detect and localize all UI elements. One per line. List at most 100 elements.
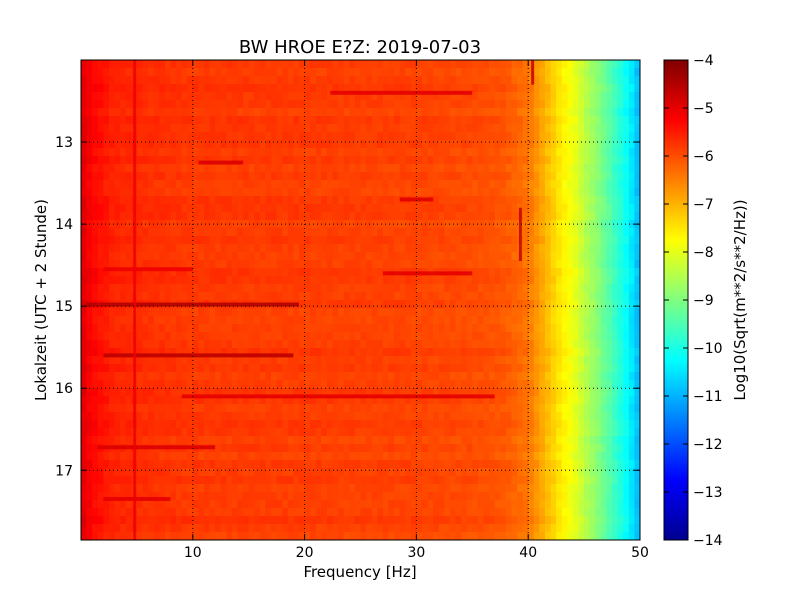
heatmap-cell: [81, 428, 88, 437]
heatmap-cell: [97, 84, 104, 93]
heatmap-cell: [489, 476, 496, 485]
heatmap-cell: [153, 244, 160, 253]
heatmap-cell: [438, 364, 445, 373]
heatmap-cell: [349, 164, 356, 173]
heatmap-cell: [517, 300, 524, 309]
heatmap-cell: [86, 396, 93, 405]
heatmap-cell: [528, 284, 535, 293]
heatmap-cell: [81, 284, 88, 293]
heatmap-cell: [326, 452, 334, 461]
heatmap-cell: [382, 92, 390, 101]
heatmap-cell: [343, 148, 350, 157]
heatmap-cell: [103, 372, 110, 381]
heatmap-cell: [416, 444, 423, 453]
heatmap-cell: [97, 244, 104, 253]
heatmap-cell: [120, 476, 127, 485]
heatmap-cell: [120, 428, 127, 437]
heatmap-cell: [176, 212, 183, 221]
heatmap-cell: [243, 284, 250, 293]
heatmap-cell: [254, 476, 261, 485]
heatmap-cell: [528, 500, 535, 509]
heatmap-cell: [142, 508, 149, 517]
heatmap-cell: [142, 428, 149, 437]
heatmap-cell: [382, 260, 390, 269]
heatmap-cell: [299, 100, 306, 109]
heatmap-cell: [522, 532, 529, 540]
heatmap-cell: [271, 484, 278, 493]
heatmap-cell: [86, 76, 93, 85]
heatmap-cell: [299, 500, 306, 509]
heatmap-cell: [108, 460, 116, 469]
heatmap-cell: [315, 492, 322, 501]
heatmap-cell: [438, 196, 445, 205]
heatmap-cell: [209, 468, 216, 477]
heatmap-cell: [299, 532, 306, 540]
heatmap-cell: [231, 228, 239, 237]
heatmap-cell: [416, 108, 423, 117]
heatmap-cell: [366, 324, 373, 333]
heatmap-cell: [170, 348, 177, 357]
heatmap-cell: [187, 508, 194, 517]
heatmap-cell: [500, 404, 507, 413]
heatmap-cell: [164, 84, 172, 93]
heatmap-cell: [399, 372, 406, 381]
heatmap-cell: [483, 180, 490, 189]
heatmap-cell: [287, 244, 295, 253]
heatmap-cell: [326, 396, 334, 405]
heatmap-cell: [455, 284, 462, 293]
heatmap-cell: [265, 220, 272, 229]
heatmap-cell: [254, 524, 261, 533]
heatmap-cell: [226, 492, 233, 501]
heatmap-cell: [248, 212, 255, 221]
heatmap-cell: [231, 428, 239, 437]
heatmap-cell: [282, 452, 289, 461]
heatmap-cell: [455, 364, 462, 373]
heatmap-cell: [349, 148, 356, 157]
heatmap-cell: [321, 484, 328, 493]
heatmap-cell: [159, 244, 166, 253]
heatmap-cell: [528, 108, 535, 117]
heatmap-cell: [86, 508, 93, 517]
heatmap-cell: [466, 140, 473, 149]
heatmap-cell: [153, 196, 160, 205]
heatmap-cell: [209, 380, 216, 389]
heatmap-cell: [461, 348, 468, 357]
heatmap-cell: [472, 292, 479, 301]
heatmap-cell: [315, 508, 322, 517]
heatmap-cell: [405, 396, 412, 405]
heatmap-cell: [461, 292, 468, 301]
heatmap-cell: [148, 460, 155, 469]
heatmap-cell: [483, 84, 490, 93]
heatmap-cell: [153, 68, 160, 77]
heatmap-cell: [421, 476, 429, 485]
heatmap-cell: [81, 468, 88, 477]
heatmap-cell: [287, 276, 295, 285]
heatmap-cell: [349, 244, 356, 253]
heatmap-cell: [433, 292, 440, 301]
heatmap-cell: [265, 84, 272, 93]
heatmap-cell: [142, 252, 149, 261]
heatmap-cell: [226, 284, 233, 293]
heatmap-cell: [215, 196, 222, 205]
heatmap-cell: [259, 276, 267, 285]
heatmap-cell: [366, 60, 373, 69]
heatmap-cell: [433, 132, 440, 141]
heatmap-cell: [304, 316, 311, 325]
heatmap-cell: [394, 308, 401, 317]
heatmap-cell: [271, 92, 278, 101]
heatmap-cell: [544, 140, 552, 149]
heatmap-cell: [449, 452, 457, 461]
heatmap-cell: [310, 364, 317, 373]
heatmap-cell: [382, 196, 390, 205]
heatmap-cell: [148, 268, 155, 277]
heatmap-cell: [159, 180, 166, 189]
heatmap-cell: [483, 332, 490, 341]
heatmap-cell: [472, 244, 479, 253]
heatmap-cell: [388, 204, 395, 213]
heatmap-cell: [517, 508, 524, 517]
heatmap-cell: [354, 252, 362, 261]
heatmap-cell: [517, 68, 524, 77]
heatmap-cell: [517, 396, 524, 405]
heatmap-cell: [472, 84, 479, 93]
heatmap-cell: [159, 532, 166, 540]
